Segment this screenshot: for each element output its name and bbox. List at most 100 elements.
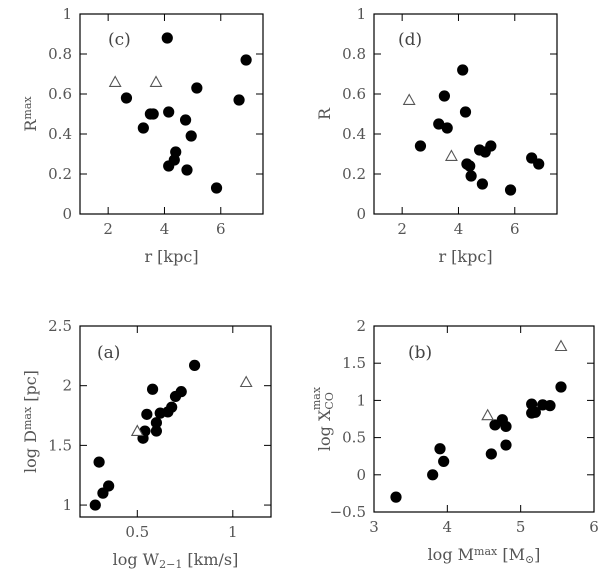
y-axis-label-part: R xyxy=(21,119,40,132)
y-tick-label: 2.5 xyxy=(48,317,72,335)
data-point xyxy=(500,439,512,451)
x-tick-label: 4 xyxy=(454,220,464,238)
data-point xyxy=(170,146,182,158)
data-point xyxy=(476,178,488,190)
open-triangle-point xyxy=(481,408,495,421)
x-tick-label: 6 xyxy=(510,220,520,238)
open-triangle-point xyxy=(149,75,163,87)
data-point xyxy=(459,106,472,118)
y-tick-label: 1 xyxy=(62,5,72,23)
y-tick-label: 0 xyxy=(356,205,366,223)
data-point xyxy=(504,184,517,196)
y-tick-label: 0.6 xyxy=(48,85,72,103)
y-axis-label-part: R xyxy=(315,107,334,120)
data-point xyxy=(438,455,450,468)
data-point xyxy=(544,400,556,412)
x-axis-label-part: log W xyxy=(113,550,160,569)
y-tick-label: 0 xyxy=(356,466,366,484)
y-axis-label-part: log X xyxy=(315,409,334,451)
x-axis-label-part: ⊙ xyxy=(525,553,534,566)
x-tick-label: 2 xyxy=(397,220,407,238)
data-point xyxy=(464,160,476,172)
y-tick-label: 0.2 xyxy=(342,165,366,183)
x-axis-label-part: max xyxy=(474,545,498,558)
data-point xyxy=(146,383,159,395)
x-tick-label: 0.5 xyxy=(125,523,149,541)
data-point xyxy=(210,182,223,194)
y-tick-label: 0.2 xyxy=(48,165,72,183)
x-axis-label-part: [km/s] xyxy=(182,550,238,569)
x-axis-label-part: ] xyxy=(534,545,540,564)
y-tick-label: 1.5 xyxy=(48,436,72,454)
panel-c-r-max-vs-radius: 2 4 6 0 0.2 0.4 0.6 0.8 1 (c) r [kpc] Rmax xyxy=(21,5,264,266)
x-tick-label: 6 xyxy=(216,220,226,238)
x-axis-label-part: r [kpc] xyxy=(438,247,492,266)
data-point xyxy=(457,64,469,76)
y-tick-label: 2 xyxy=(62,377,72,395)
y-tick-label: 0.5 xyxy=(342,429,366,447)
x-tick-label: 4 xyxy=(443,518,453,536)
data-point xyxy=(93,456,105,468)
x-tick-label: 2 xyxy=(103,220,113,238)
data-point xyxy=(181,164,193,176)
panel-label: (b) xyxy=(408,343,432,363)
data-point xyxy=(233,94,245,106)
data-point xyxy=(120,92,133,104)
data-point xyxy=(137,122,149,134)
x-axis-label-part: log M xyxy=(428,545,474,564)
plot-frame xyxy=(79,13,264,215)
x-axis-label: log W2−1 [km/s] xyxy=(113,550,239,571)
y-tick-label: 1.5 xyxy=(342,354,366,372)
data-point xyxy=(163,106,175,118)
data-point xyxy=(485,448,497,460)
y-tick-label: −0.5 xyxy=(330,503,366,521)
data-point xyxy=(533,158,545,170)
data-point xyxy=(500,420,512,433)
y-tick-label: 2 xyxy=(356,317,366,335)
data-point xyxy=(191,82,203,94)
x-axis-label: log Mmax [M⊙] xyxy=(428,545,541,566)
data-point xyxy=(150,417,162,429)
data-point xyxy=(185,130,197,142)
y-axis-label: Rmax xyxy=(21,96,40,132)
open-triangle-point xyxy=(239,375,253,388)
data-point xyxy=(175,386,187,398)
data-point xyxy=(189,359,201,371)
data-point xyxy=(434,443,446,455)
data-point xyxy=(414,140,427,152)
open-triangle-point xyxy=(402,93,416,105)
data-point xyxy=(150,425,162,437)
plot-frame xyxy=(79,325,272,518)
x-tick-label: 3 xyxy=(369,518,379,536)
y-axis-label: R xyxy=(315,107,334,120)
panel-d-r-vs-radius: 2 4 6 0 0.2 0.4 0.6 0.8 1 (d) r [kpc] R xyxy=(315,5,558,266)
y-tick-label: 1 xyxy=(356,391,366,409)
y-axis-label-part: log D xyxy=(21,430,40,473)
data-point xyxy=(433,118,445,130)
x-tick-label: 5 xyxy=(516,518,526,536)
x-axis-label-part: [M xyxy=(497,545,525,564)
y-tick-label: 0.8 xyxy=(342,45,366,63)
data-point xyxy=(441,122,453,134)
data-point xyxy=(438,90,450,102)
open-triangle-point xyxy=(130,424,144,437)
y-tick-label: 0.6 xyxy=(342,85,366,103)
data-point xyxy=(166,401,178,413)
data-point xyxy=(390,491,402,503)
data-point xyxy=(141,408,153,420)
data-point xyxy=(465,170,477,182)
data-point xyxy=(89,499,101,511)
plot-frame xyxy=(373,13,558,215)
x-tick-label: 6 xyxy=(589,518,599,536)
data-point xyxy=(161,32,173,44)
plot-frame xyxy=(373,325,595,513)
y-axis-label-part: max xyxy=(21,96,34,120)
panel-label: (c) xyxy=(108,30,131,50)
x-axis-label: r [kpc] xyxy=(144,247,198,266)
y-tick-label: 0.4 xyxy=(48,125,72,143)
panel-a-size-vs-linewidth: 0.5 1 1 1.5 2 2.5 (a) log W2−1 [km/s] log Dmax [… xyxy=(21,317,272,571)
open-triangle-point xyxy=(444,149,458,161)
y-axis-label: log Dmax [pc] xyxy=(21,370,40,473)
panel-label: (d) xyxy=(398,30,422,50)
